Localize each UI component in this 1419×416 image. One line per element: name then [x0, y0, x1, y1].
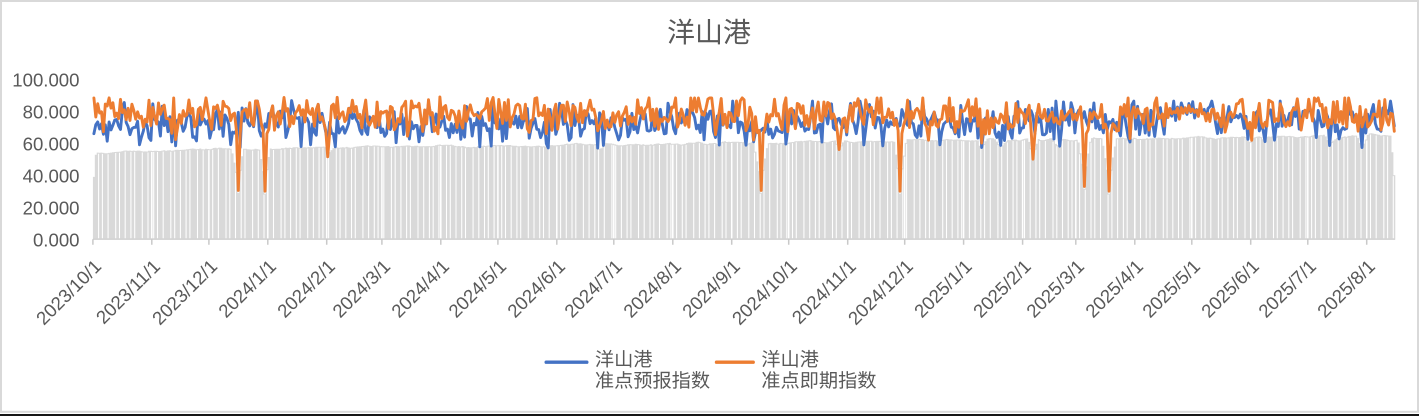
svg-text:2024/1/1: 2024/1/1: [214, 255, 280, 321]
svg-text:2024/8/1: 2024/8/1: [619, 255, 685, 321]
svg-text:0.000: 0.000: [33, 230, 80, 251]
svg-text:2024/6/1: 2024/6/1: [503, 255, 569, 321]
svg-text:2025/5/1: 2025/5/1: [1138, 255, 1204, 321]
svg-text:2025/7/1: 2025/7/1: [1254, 255, 1320, 321]
svg-text:2025/2/1: 2025/2/1: [969, 255, 1035, 321]
svg-text:20.000: 20.000: [23, 198, 80, 219]
svg-text:2024/7/1: 2024/7/1: [560, 255, 626, 321]
svg-text:2025/8/1: 2025/8/1: [1313, 255, 1379, 321]
svg-text:40.000: 40.000: [23, 166, 80, 187]
svg-text:100.000: 100.000: [12, 69, 79, 90]
svg-text:2025/1/1: 2025/1/1: [910, 255, 976, 321]
svg-text:2024/3/1: 2024/3/1: [328, 255, 394, 321]
svg-text:2023/10/1: 2023/10/1: [32, 255, 105, 328]
svg-text:2025/6/1: 2025/6/1: [1197, 255, 1263, 321]
svg-text:2024/4/1: 2024/4/1: [387, 255, 453, 321]
svg-text:60.000: 60.000: [23, 134, 80, 155]
svg-text:2024/2/1: 2024/2/1: [273, 255, 339, 321]
svg-text:2025/4/1: 2025/4/1: [1081, 255, 1147, 321]
svg-text:2024/5/1: 2024/5/1: [444, 255, 510, 321]
svg-text:2025/3/1: 2025/3/1: [1022, 255, 1088, 321]
svg-text:80.000: 80.000: [23, 102, 80, 123]
